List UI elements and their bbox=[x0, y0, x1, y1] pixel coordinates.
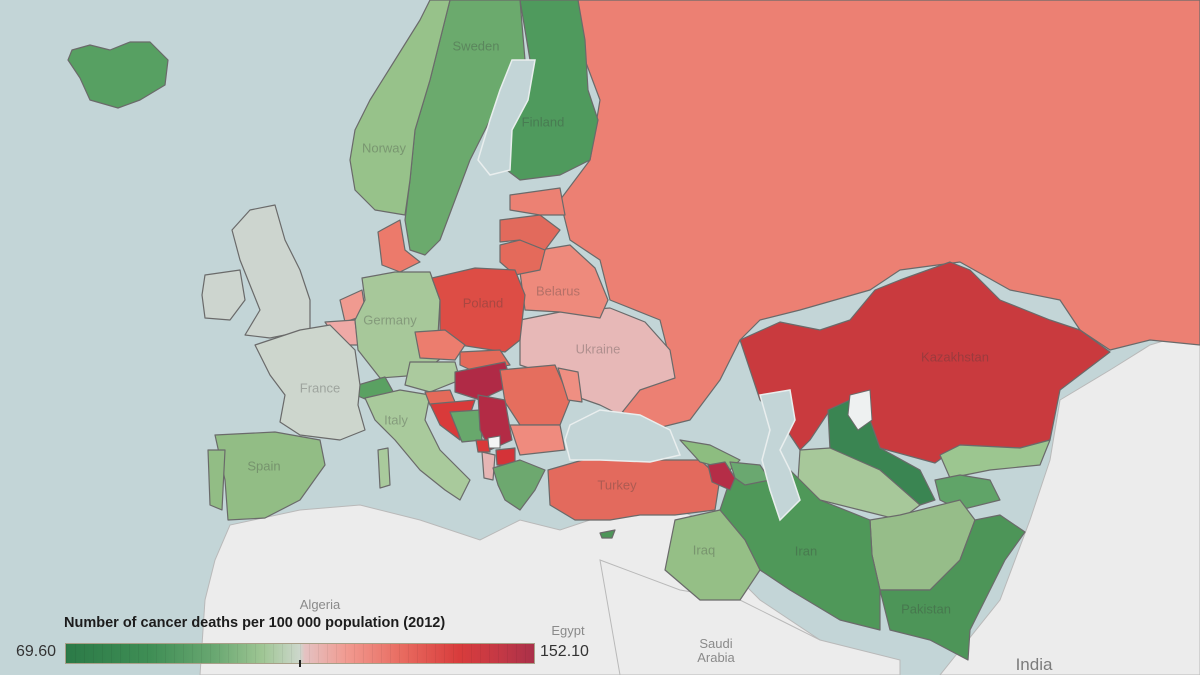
country-france[interactable] bbox=[254, 324, 366, 441]
country-hungary[interactable] bbox=[454, 361, 513, 401]
country-tajikistan[interactable] bbox=[934, 474, 1001, 511]
country-turkey[interactable] bbox=[547, 454, 721, 521]
country-estonia[interactable] bbox=[509, 187, 566, 216]
country-ireland[interactable] bbox=[201, 269, 246, 321]
country-denmark[interactable] bbox=[377, 219, 421, 273]
country-pakistan[interactable] bbox=[879, 514, 1026, 661]
country-iceland[interactable] bbox=[67, 41, 169, 109]
country-moldova[interactable] bbox=[557, 367, 583, 403]
country-bulgaria[interactable] bbox=[509, 424, 566, 456]
basemap-label: Saudi Arabia bbox=[697, 636, 735, 665]
basemap-label: Egypt bbox=[551, 623, 585, 638]
country-serbia[interactable] bbox=[477, 394, 513, 451]
legend-title: Number of cancer deaths per 100 000 popu… bbox=[64, 615, 446, 631]
country-iraq[interactable] bbox=[664, 509, 761, 601]
country-italy[interactable] bbox=[364, 389, 471, 501]
country-austria[interactable] bbox=[404, 361, 461, 393]
country-norway[interactable] bbox=[349, 0, 451, 216]
country-poland[interactable] bbox=[431, 267, 526, 353]
country-azerbaijan[interactable] bbox=[729, 461, 771, 486]
country-cyprus[interactable] bbox=[599, 529, 616, 539]
legend-max-value: 152.10 bbox=[540, 643, 589, 660]
caspian-sea bbox=[759, 389, 801, 522]
legend-color-scale[interactable] bbox=[65, 643, 535, 664]
legend-midpoint-tick bbox=[299, 660, 301, 667]
basemap-label: India bbox=[1015, 655, 1053, 674]
country-greece[interactable] bbox=[492, 459, 546, 511]
country-albania[interactable] bbox=[481, 451, 496, 481]
gulf-of-bothnia bbox=[477, 59, 536, 176]
legend-min-value: 69.60 bbox=[16, 643, 57, 660]
country-montenegro[interactable] bbox=[475, 439, 491, 453]
country-spain[interactable] bbox=[214, 431, 326, 521]
east-asia-land bbox=[939, 329, 1200, 675]
country-kazakhstan[interactable] bbox=[739, 261, 1111, 464]
basemap-label: Algeria bbox=[299, 597, 341, 612]
country-portugal[interactable] bbox=[207, 449, 226, 511]
no-data-kosovo bbox=[487, 435, 501, 449]
country-armenia[interactable] bbox=[707, 461, 736, 491]
country-sardinia[interactable] bbox=[377, 447, 391, 489]
country-united-kingdom[interactable] bbox=[231, 204, 311, 339]
black-sea bbox=[564, 409, 682, 463]
aral-sea bbox=[847, 389, 873, 431]
